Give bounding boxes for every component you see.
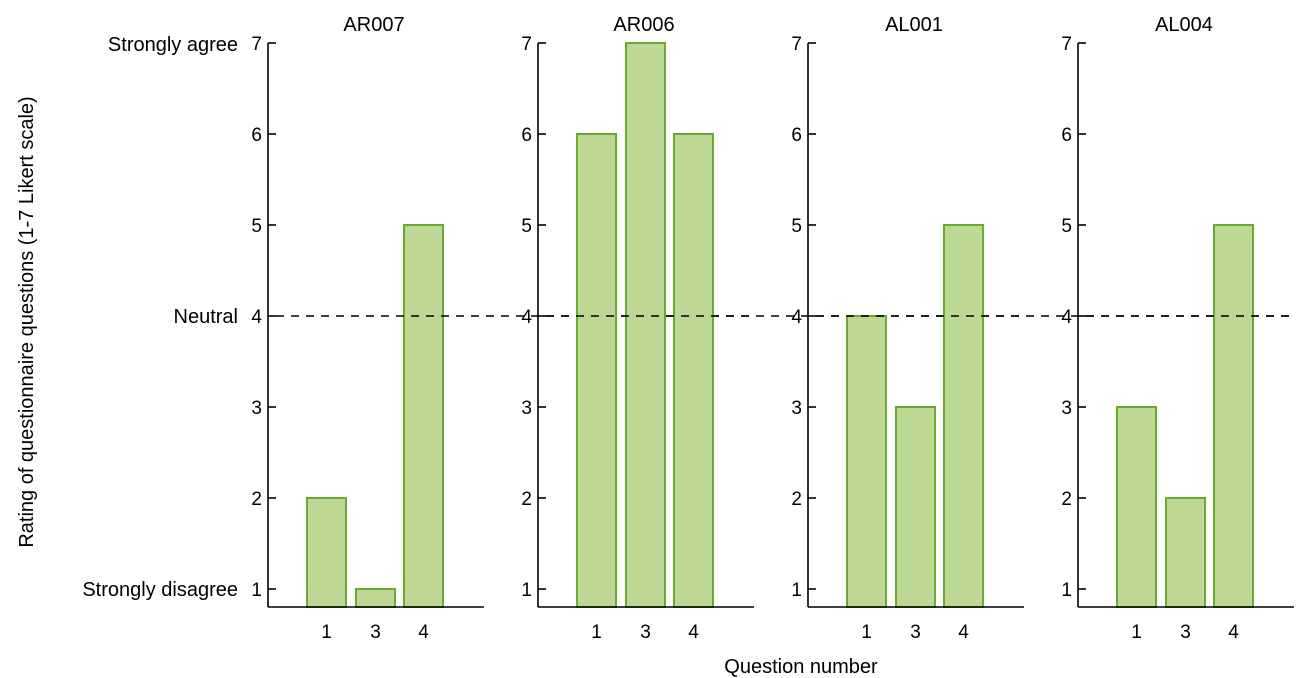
y-tick-label-AR006-2: 2 — [521, 489, 532, 510]
x-tick-label-AL004-3: 3 — [1180, 622, 1191, 643]
y-tick-label-AL004-2: 2 — [1061, 489, 1072, 510]
x-tick-label-AL004-4: 4 — [1228, 622, 1239, 643]
bar-AR007-q4 — [403, 224, 444, 608]
bar-AL001-q4 — [943, 224, 984, 608]
y-tick-label-AL001-2: 2 — [791, 489, 802, 510]
x-tick-label-AL001-1: 1 — [861, 622, 872, 643]
x-tick-label-AR007-1: 1 — [321, 622, 332, 643]
y-tick-label-AL001-7: 7 — [791, 34, 802, 55]
bar-AL001-q3 — [895, 406, 936, 608]
y-tick-label-AL004-5: 5 — [1061, 216, 1072, 237]
anchor-label-strongly-disagree: Strongly disagree — [82, 579, 238, 601]
y-tick-label-AL001-5: 5 — [791, 216, 802, 237]
x-tick-label-AL004-1: 1 — [1131, 622, 1142, 643]
x-tick-label-AR006-1: 1 — [591, 622, 602, 643]
x-tick-label-AL001-3: 3 — [910, 622, 921, 643]
y-tick-label-AL004-4: 4 — [1061, 307, 1072, 328]
y-tick-label-AR006-7: 7 — [521, 34, 532, 55]
bar-AL004-q4 — [1213, 224, 1254, 608]
bar-AR006-q3 — [625, 42, 666, 608]
y-tick-label-AR007-5: 5 — [251, 216, 262, 237]
x-tick-label-AR007-3: 3 — [370, 622, 381, 643]
y-tick-label-AR006-4: 4 — [521, 307, 532, 328]
y-tick-label-AR007-4: 4 — [251, 307, 262, 328]
bar-AL004-q3 — [1165, 497, 1206, 608]
y-tick-label-AR006-3: 3 — [521, 398, 532, 419]
panel-title-AR007: AR007 — [343, 14, 404, 36]
y-tick-label-AR006-5: 5 — [521, 216, 532, 237]
y-axis-title: Rating of questionnaire questions (1-7 L… — [16, 96, 38, 547]
x-axis-title: Question number — [724, 656, 878, 678]
x-tick-label-AR006-4: 4 — [688, 622, 699, 643]
y-tick-label-AL004-6: 6 — [1061, 125, 1072, 146]
y-tick-label-AR007-6: 6 — [251, 125, 262, 146]
bar-AL004-q1 — [1116, 406, 1157, 608]
x-tick-label-AL001-4: 4 — [958, 622, 969, 643]
bar-AR006-q1 — [576, 133, 617, 608]
bar-AR007-q1 — [306, 497, 347, 608]
y-tick-label-AR006-1: 1 — [521, 580, 532, 601]
panel-title-AL001: AL001 — [885, 14, 943, 36]
bar-AL001-q1 — [846, 315, 887, 608]
y-tick-label-AL001-6: 6 — [791, 125, 802, 146]
y-tick-label-AR006-6: 6 — [521, 125, 532, 146]
y-tick-label-AL004-3: 3 — [1061, 398, 1072, 419]
anchor-label-neutral: Neutral — [174, 306, 238, 328]
y-tick-label-AR007-2: 2 — [251, 489, 262, 510]
y-tick-label-AL004-1: 1 — [1061, 580, 1072, 601]
anchor-label-strongly-agree: Strongly agree — [108, 34, 238, 56]
y-tick-label-AL001-4: 4 — [791, 307, 802, 328]
bar-AR007-q3 — [355, 588, 396, 608]
y-tick-label-AL004-7: 7 — [1061, 34, 1072, 55]
y-tick-label-AL001-3: 3 — [791, 398, 802, 419]
x-tick-label-AR006-3: 3 — [640, 622, 651, 643]
y-tick-label-AR007-3: 3 — [251, 398, 262, 419]
y-tick-label-AL001-1: 1 — [791, 580, 802, 601]
y-tick-label-AR007-7: 7 — [251, 34, 262, 55]
panel-title-AL004: AL004 — [1155, 14, 1213, 36]
x-tick-label-AR007-4: 4 — [418, 622, 429, 643]
bar-AR006-q4 — [673, 133, 714, 608]
y-tick-label-AR007-1: 1 — [251, 580, 262, 601]
panel-title-AR006: AR006 — [613, 14, 674, 36]
